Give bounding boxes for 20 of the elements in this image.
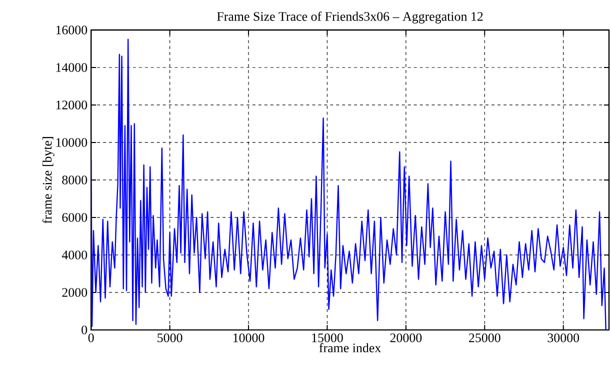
x-tick-label: 0 — [88, 333, 94, 342]
chart-title: Frame Size Trace of Friends3x06 – Aggregation 12 — [217, 12, 483, 24]
x-tick-label: 10000 — [233, 333, 264, 342]
x-axis-title: frame index — [319, 343, 381, 352]
y-tick-label: 14000 — [56, 63, 88, 72]
x-tick-label: 5000 — [158, 333, 182, 342]
line-series — [91, 38, 606, 330]
y-tick-label: 8000 — [62, 176, 88, 184]
x-tick-label: 25000 — [469, 333, 500, 342]
y-tick-label: 6000 — [62, 213, 88, 222]
x-tick-label: 30000 — [548, 333, 580, 342]
y-axis-title: frame size [byte] — [42, 137, 54, 224]
y-tick-label: 4000 — [62, 250, 88, 260]
x-tick-label: 15000 — [312, 333, 343, 342]
y-tick-label: 12000 — [56, 100, 88, 110]
y-tick-label: 0 — [82, 326, 88, 334]
y-tick-label: 16000 — [56, 26, 88, 34]
y-tick-label: 10000 — [56, 138, 88, 147]
x-tick-label: 20000 — [390, 333, 422, 342]
y-tick-label: 2000 — [62, 288, 88, 297]
